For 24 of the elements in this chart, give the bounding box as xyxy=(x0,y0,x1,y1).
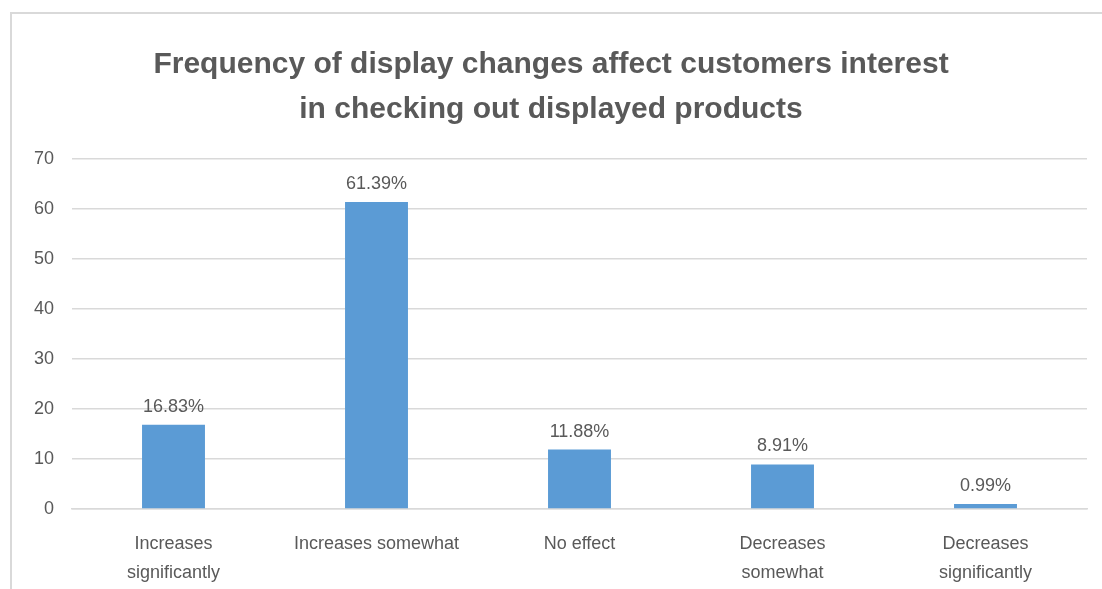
data-label: 8.91% xyxy=(756,435,809,456)
data-label: 11.88% xyxy=(549,420,610,441)
bar xyxy=(345,201,408,509)
y-tick-label: 20 xyxy=(33,397,54,418)
y-tick-label: 40 xyxy=(33,297,54,318)
y-tick-label: 10 xyxy=(33,447,54,468)
bar xyxy=(142,424,205,509)
x-tick-label: Decreases somewhat xyxy=(739,532,826,582)
x-tick-label: No effect xyxy=(543,532,616,553)
y-tick-label: 60 xyxy=(33,197,54,218)
data-label: 0.99% xyxy=(959,475,1012,496)
x-tick-label: Increases somewhat xyxy=(293,532,460,553)
bar xyxy=(751,464,814,509)
chart-title: Frequency of display changes affect customers interest in checking out displayed products xyxy=(152,45,950,126)
data-label: 61.39% xyxy=(345,172,408,193)
y-tick-label: 50 xyxy=(33,247,54,268)
x-tick-label: Decreases significantly xyxy=(938,532,1033,582)
data-label: 16.83% xyxy=(142,395,205,416)
y-tick-label: 70 xyxy=(33,147,54,168)
y-tick-label: 30 xyxy=(33,347,54,368)
x-tick-label: Increases significantly xyxy=(126,532,221,582)
bar xyxy=(954,504,1017,509)
y-tick-label: 0 xyxy=(43,497,54,518)
bar xyxy=(548,449,611,509)
